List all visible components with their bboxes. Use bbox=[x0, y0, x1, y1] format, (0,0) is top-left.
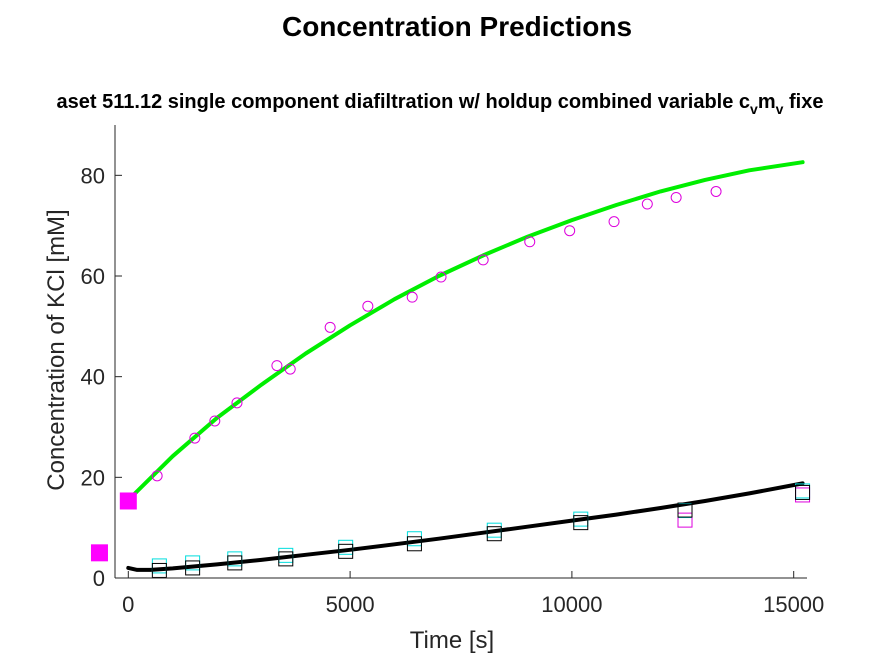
chart-subtitle-part-1: aset 511.12 single component diafiltrati… bbox=[57, 91, 751, 113]
x-tick-label: 10000 bbox=[541, 592, 602, 617]
y-axis-label: Concentration of KCl [mM] bbox=[43, 209, 70, 490]
x-tick-label: 5000 bbox=[326, 592, 375, 617]
initial-point-marker bbox=[119, 492, 137, 510]
data-point-circle bbox=[710, 185, 722, 197]
chart-subtitle-sub-v-1: v bbox=[750, 101, 758, 117]
data-point-circle bbox=[435, 271, 447, 283]
data-point-square bbox=[677, 502, 693, 518]
data-point-square bbox=[185, 560, 201, 576]
chart-title: Concentration Predictions bbox=[282, 11, 632, 42]
data-point-circle bbox=[670, 191, 682, 203]
data-point-circle bbox=[641, 198, 653, 210]
data-point-circle bbox=[564, 225, 576, 237]
y-axis: 0 20 40 60 80 bbox=[81, 125, 122, 591]
data-point-circle bbox=[284, 363, 296, 375]
data-point-square bbox=[406, 536, 422, 552]
series-line-1 bbox=[126, 481, 805, 572]
data-point-square bbox=[795, 484, 811, 500]
data-point-circle bbox=[189, 432, 201, 444]
x-tick-label: 0 bbox=[122, 592, 134, 617]
initial-point-marker bbox=[90, 544, 108, 562]
data-point-square bbox=[227, 555, 243, 571]
data-point-circle bbox=[209, 415, 221, 427]
data-point-circle bbox=[151, 470, 163, 482]
data-point-square bbox=[573, 515, 589, 531]
x-axis: 0 5000 10000 15000 bbox=[115, 571, 824, 617]
chart-subtitle-sub-v-2: v bbox=[776, 101, 784, 117]
chart-subtitle: aset 511.12 single component diafiltrati… bbox=[57, 91, 824, 117]
data-point-square bbox=[677, 512, 693, 528]
data-point-circle bbox=[608, 216, 620, 228]
chart-subtitle-part-m: m bbox=[758, 91, 776, 113]
y-tick-label: 0 bbox=[93, 566, 105, 591]
plot-area bbox=[90, 160, 811, 578]
y-tick-label: 80 bbox=[81, 163, 105, 188]
data-point-square bbox=[338, 543, 354, 559]
data-point-circle bbox=[406, 291, 418, 303]
data-point-circle bbox=[271, 360, 283, 372]
data-point-square bbox=[278, 551, 294, 567]
data-point-circle bbox=[324, 321, 336, 333]
series-line-0 bbox=[126, 160, 805, 502]
data-point-square bbox=[151, 562, 167, 578]
y-tick-label: 20 bbox=[81, 465, 105, 490]
y-tick-label: 40 bbox=[81, 365, 105, 390]
y-tick-label: 60 bbox=[81, 264, 105, 289]
data-point-circle bbox=[524, 236, 536, 248]
data-point-circle bbox=[362, 300, 374, 312]
data-point-circle bbox=[231, 397, 243, 409]
x-axis-label: Time [s] bbox=[410, 627, 494, 654]
chart-subtitle-part-end: fixe bbox=[783, 91, 823, 113]
x-tick-label: 15000 bbox=[763, 592, 824, 617]
data-point-square bbox=[486, 526, 502, 542]
data-point-circle bbox=[477, 254, 489, 266]
